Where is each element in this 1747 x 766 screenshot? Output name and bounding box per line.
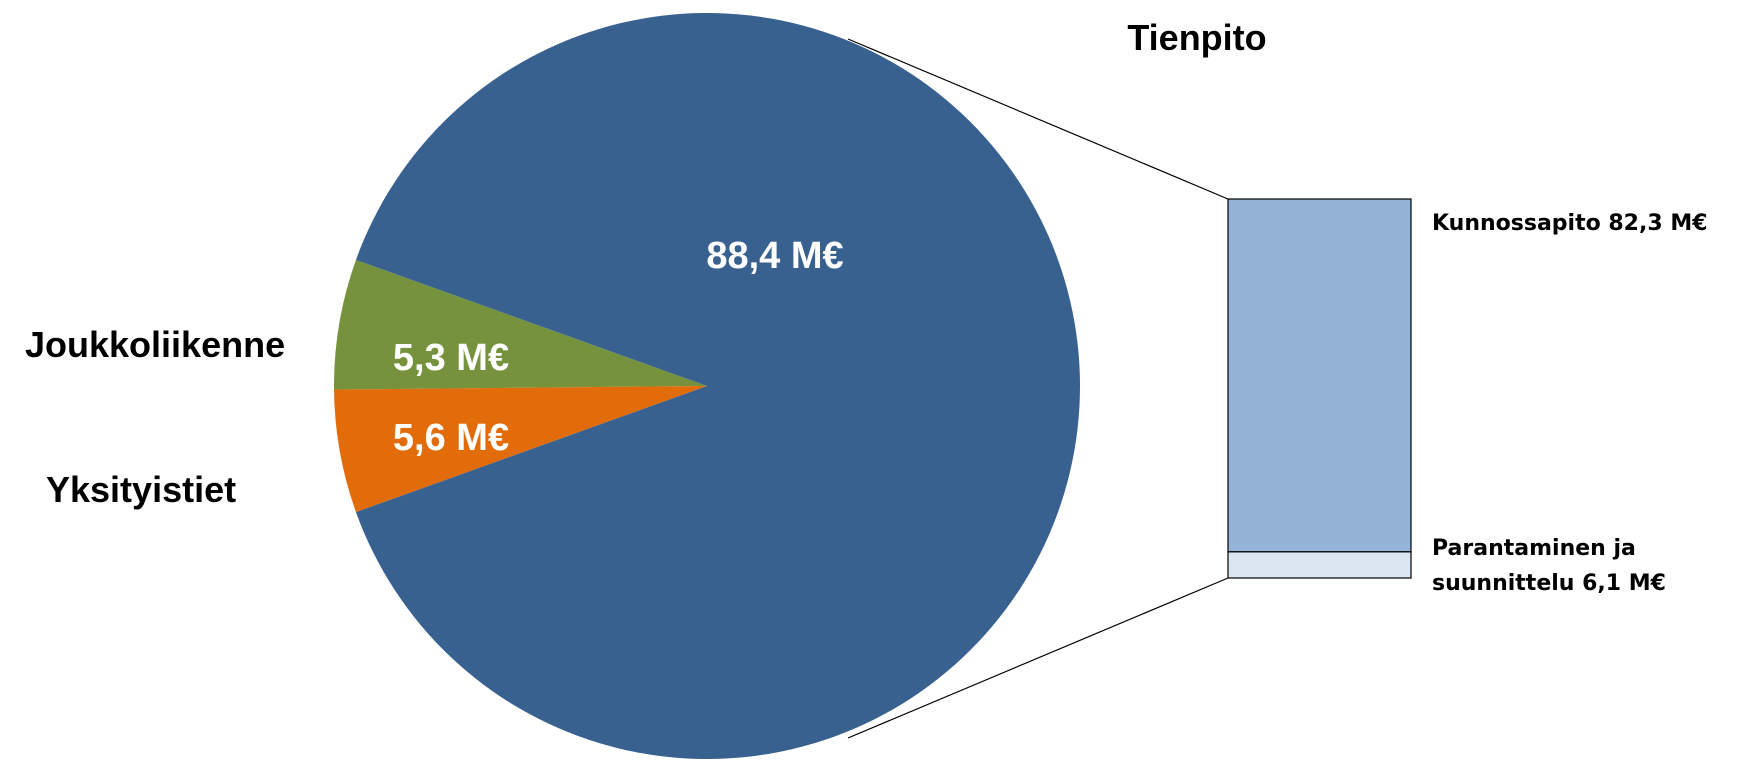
- connector-line-top: [847, 38, 1229, 200]
- slice-category-label-joukkoliikenne: Joukkoliikenne: [25, 324, 285, 365]
- pie: [334, 13, 1081, 760]
- bar-segment-parantaminen-ja-suunnittelu: [1227, 551, 1412, 579]
- bar-segment-kunnossapito: [1227, 198, 1412, 553]
- segment-label-parantaminen-line1: Parantaminen ja: [1432, 536, 1636, 561]
- breakdown-bar: [1227, 198, 1412, 579]
- slice-value-label-joukkoliikenne: 5,3 M€: [393, 337, 509, 379]
- segment-label-parantaminen-line2: suunnittelu 6,1 M€: [1432, 571, 1666, 596]
- breakdown-title: Tienpito: [1127, 17, 1266, 58]
- pie-slice-tienpito: [355, 13, 1081, 760]
- connector-lines: [847, 38, 1229, 739]
- pie-slice-yksityistiet: [334, 259, 707, 390]
- slice-value-label-tienpito: 88,4 M€: [706, 235, 843, 277]
- connector-line-bottom: [847, 577, 1229, 739]
- slice-category-label-yksityistiet: Yksityistiet: [46, 469, 236, 510]
- slice-value-label-yksityistiet: 5,6 M€: [393, 417, 509, 459]
- pie-slice-joukkoliikenne: [334, 386, 707, 513]
- segment-label-kunnossapito: Kunnossapito 82,3 M€: [1432, 211, 1708, 236]
